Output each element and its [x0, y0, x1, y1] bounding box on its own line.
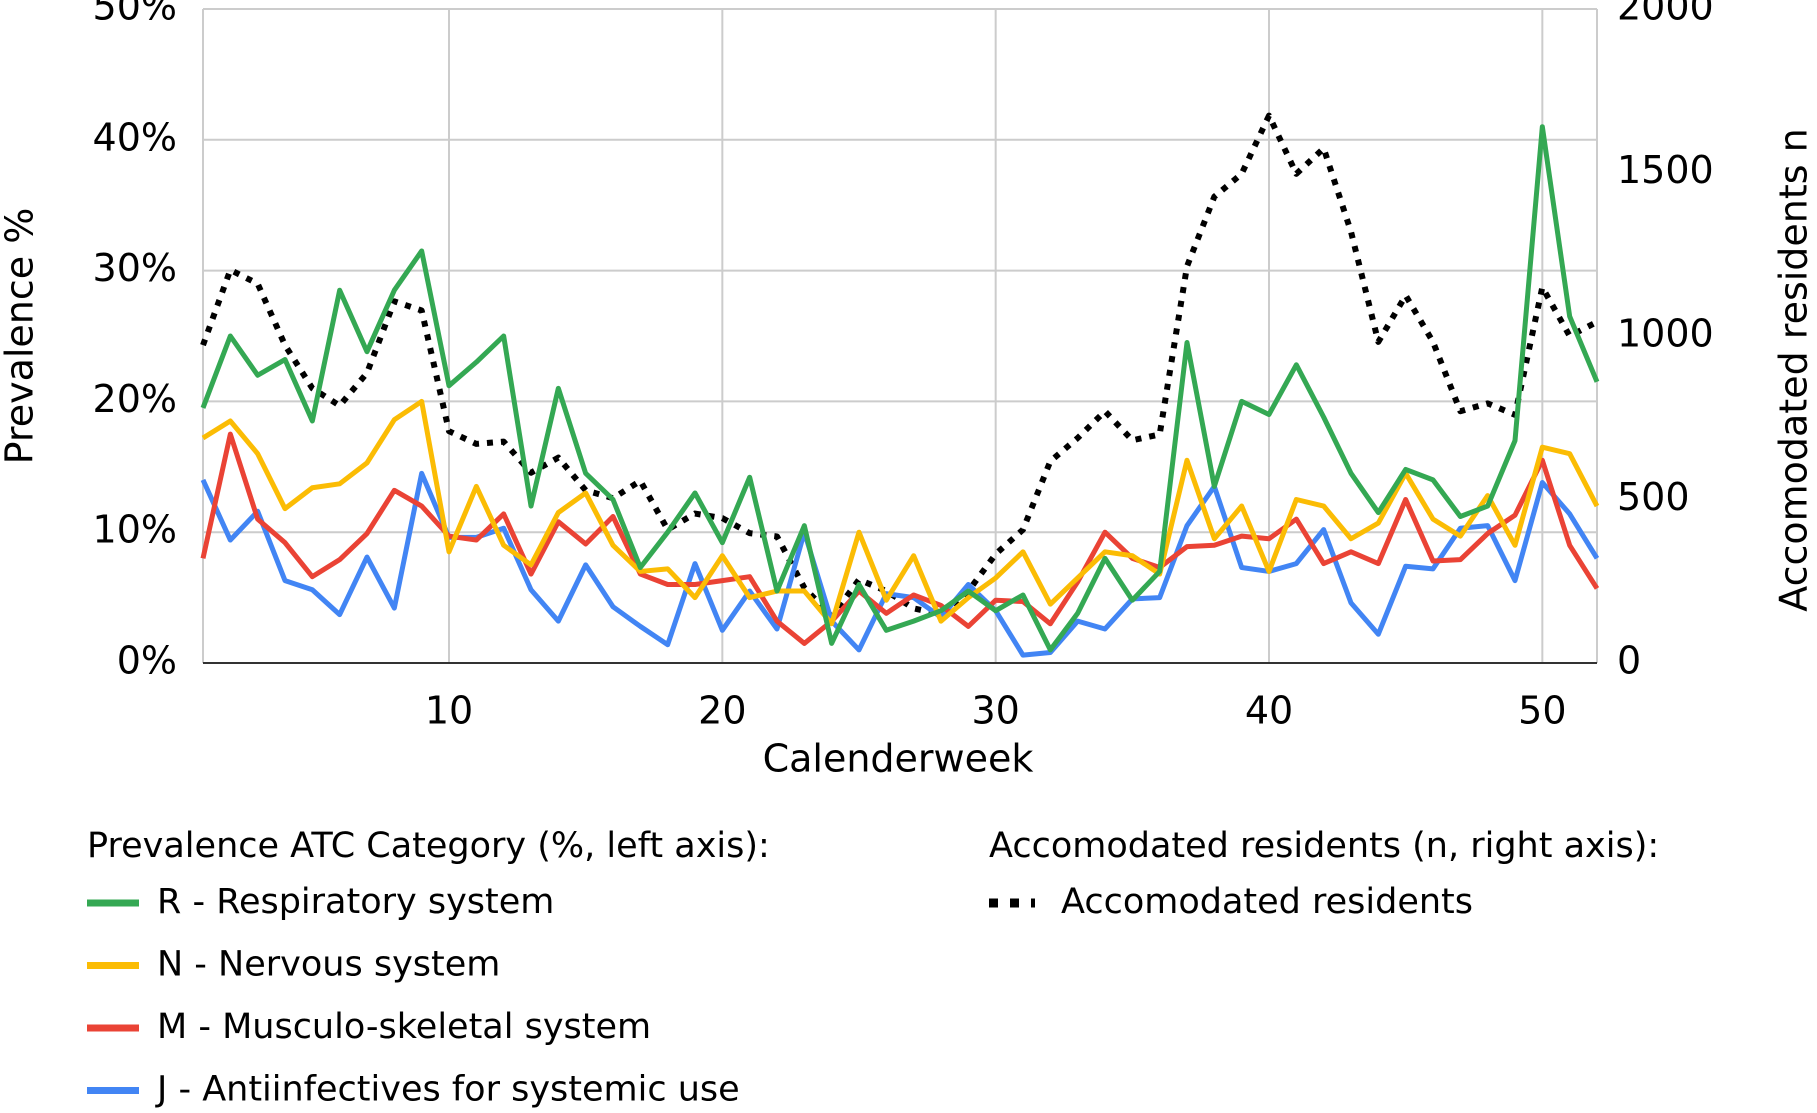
y-tick-label: 0%	[117, 639, 177, 683]
series-line	[201, 398, 1600, 627]
y2-tick-label: 1000	[1617, 312, 1714, 356]
legend-label: Accomodated residents	[1061, 882, 1473, 922]
x-tick-label: 50	[1518, 689, 1566, 733]
y-tick-label: 40%	[93, 115, 177, 159]
y2-tick-label: 500	[1617, 475, 1690, 519]
x-tick-label: 40	[1245, 689, 1293, 733]
legend-label: J - Antiinfectives for systemic use	[155, 1070, 740, 1110]
y2-tick-label: 2000	[1617, 0, 1714, 29]
y-tick-label: 20%	[93, 377, 177, 421]
x-axis-label: Calenderweek	[763, 737, 1034, 781]
series-line	[200, 124, 1600, 653]
y-tick-label: 50%	[93, 0, 177, 29]
legend-label: M - Musculo-skeletal system	[157, 1007, 651, 1047]
legend-label: R - Respiratory system	[157, 882, 554, 922]
y-axis-label: Prevalence %	[0, 208, 42, 465]
legend-title: Prevalence ATC Category (%, left axis):	[87, 826, 770, 866]
legend-title-y2: Accomodated residents (n, right axis):	[989, 826, 1659, 866]
series-line	[200, 431, 1600, 646]
series-line	[200, 470, 1600, 658]
legend-label: N - Nervous system	[157, 945, 500, 985]
x-tick-label: 10	[425, 689, 473, 733]
x-tick-label: 20	[698, 689, 746, 733]
y-tick-label: 10%	[93, 508, 177, 552]
y-tick-label: 30%	[93, 246, 177, 290]
x-tick-label: 30	[971, 689, 1019, 733]
y2-axis-label: Accomodated residents n	[1772, 128, 1816, 611]
y2-tick-label: 1500	[1617, 148, 1714, 192]
y2-tick-label: 0	[1617, 639, 1641, 683]
